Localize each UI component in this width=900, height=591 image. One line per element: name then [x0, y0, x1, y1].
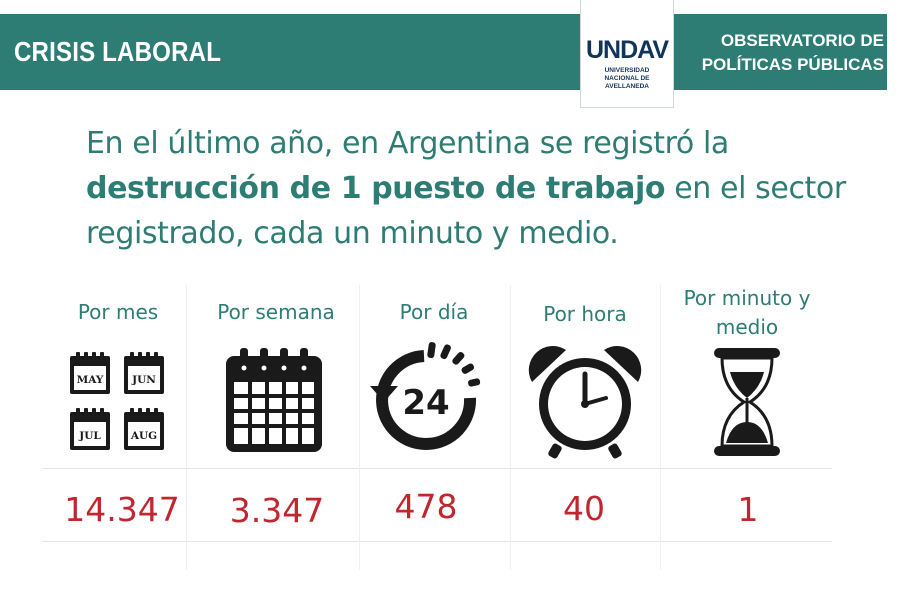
month-may: MAY [77, 374, 104, 386]
value-por-dia: 478 [394, 487, 458, 526]
column-divider [660, 285, 661, 570]
24-hours-label: 24 [402, 383, 449, 423]
undav-logo: UNDAV UNIVERSIDAD NACIONAL DE AVELLANEDA [580, 0, 674, 108]
month-calendar: JUN [124, 352, 164, 394]
calendar-months-icon: MAY JUN JUL AUG [70, 352, 164, 450]
headline-bold: destrucción de 1 puesto de trabajo [86, 171, 666, 206]
header-bar [0, 14, 887, 90]
value-por-minuto-y-medio: 1 [737, 490, 759, 529]
column-divider [510, 285, 511, 570]
label-por-hora: Por hora [543, 302, 627, 326]
label-por-dia: Por día [399, 300, 469, 324]
table-rule-top [42, 468, 832, 469]
headline-part-1: En el último año, en Argentina se regist… [86, 126, 729, 161]
month-aug: AUG [130, 430, 157, 442]
month-jun: JUN [131, 374, 156, 386]
observatory-label: OBSERVATORIO DE POLÍTICAS PÚBLICAS [701, 31, 884, 74]
column-divider [186, 285, 187, 570]
value-por-hora: 40 [563, 489, 605, 528]
logo-wordmark: UNDAV [585, 36, 669, 64]
month-calendar: MAY [70, 352, 110, 394]
value-por-semana: 3.347 [229, 491, 325, 530]
value-por-mes: 14.347 [64, 490, 180, 529]
label-por-semana: Por semana [217, 300, 335, 324]
month-calendar: JUL [70, 408, 110, 450]
section-title: CRISIS LABORAL [14, 36, 222, 67]
column-divider [359, 285, 360, 570]
alarm-clock-icon [528, 346, 642, 459]
label-por-mes: Por mes [77, 300, 159, 324]
24-hours-icon: 24 [370, 342, 481, 450]
logo-subtitle: UNIVERSIDAD NACIONAL DE AVELLANEDA [604, 67, 650, 90]
headline-part-2: en el sector registrado, cada un minuto … [86, 171, 846, 251]
calendar-icon [226, 348, 322, 452]
label-por-minuto-y-medio: Por minuto y medio [683, 286, 811, 339]
hourglass-icon [714, 348, 780, 456]
table-rule-bottom [42, 541, 832, 542]
month-jul: JUL [78, 430, 101, 442]
month-calendar: AUG [124, 408, 164, 450]
headline: En el último año, en Argentina se regist… [86, 121, 876, 256]
